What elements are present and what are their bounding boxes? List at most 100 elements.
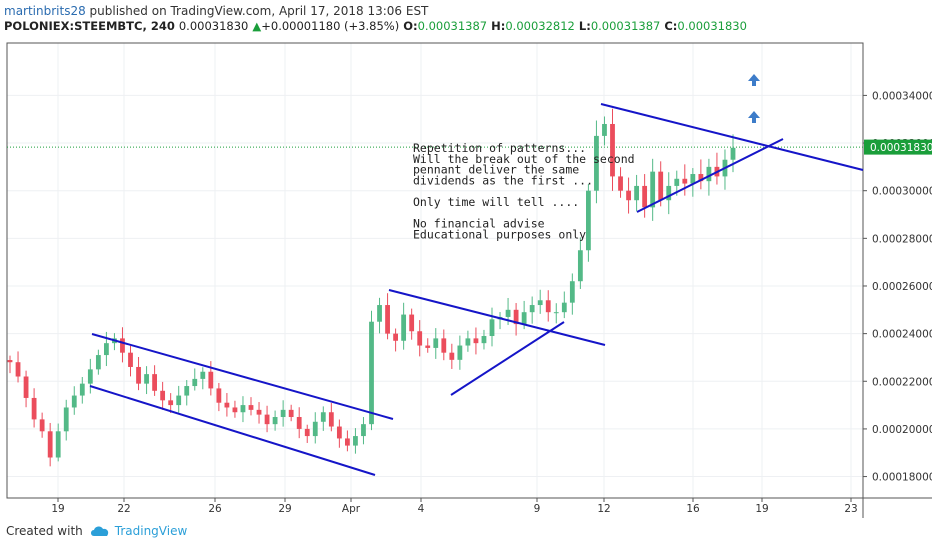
- channel-lower-line[interactable]: [89, 385, 376, 476]
- candle: [200, 367, 206, 390]
- candle: [15, 351, 21, 383]
- footer: Created with TradingView: [6, 524, 187, 538]
- candle: [216, 382, 222, 412]
- price-axis[interactable]: 0.00018000 0.00020000 0.00022000 0.00024000…: [863, 90, 932, 484]
- x-tick-label: 9: [534, 503, 541, 515]
- annotation-line: Will the break out of the second: [413, 152, 635, 166]
- candle: [658, 161, 664, 207]
- candle: [465, 330, 471, 352]
- pennant2-lower-line[interactable]: [636, 138, 784, 213]
- candle-body: [152, 374, 157, 391]
- candle: [497, 312, 503, 330]
- candle-body: [409, 314, 415, 332]
- candle: [449, 343, 455, 369]
- last-price: 0.00031830: [178, 19, 249, 33]
- candle-body: [377, 305, 382, 322]
- y-tick-label: 0.00026000: [872, 281, 932, 293]
- candle: [730, 134, 736, 173]
- channel-upper-line[interactable]: [91, 333, 394, 420]
- candle-body: [224, 402, 230, 408]
- pennant1-lower-line[interactable]: [450, 321, 565, 396]
- candle-body: [730, 147, 736, 160]
- candle-body: [160, 390, 166, 401]
- candle: [594, 120, 599, 204]
- symbol-line: POLONIEX:STEEMBTC, 240 0.00031830 ▲+0.00…: [4, 19, 747, 33]
- pennant1-upper-line[interactable]: [388, 289, 606, 346]
- candle-body: [642, 185, 648, 208]
- candle-body: [95, 355, 101, 370]
- candle-body: [176, 395, 182, 406]
- current-price-tag-label: 0.00031830: [870, 142, 932, 154]
- chart-grid: [7, 43, 863, 498]
- price-chart[interactable]: Repetition of patterns...Will the break …: [0, 38, 932, 522]
- y-tick-label: 0.00022000: [872, 376, 932, 388]
- candle: [144, 366, 149, 395]
- candle: [393, 328, 398, 352]
- candle: [31, 388, 37, 428]
- candle: [312, 412, 318, 444]
- candle: [264, 405, 270, 433]
- publish-line: martinbrits28 published on TradingView.c…: [4, 4, 428, 18]
- candle-body: [47, 431, 53, 458]
- y-tick-label: 0.00024000: [872, 329, 932, 341]
- candle-body: [489, 319, 495, 337]
- candle: [55, 423, 61, 462]
- candle-body: [31, 397, 37, 420]
- annotation-line: Educational purposes only: [413, 227, 586, 241]
- candle-body: [272, 417, 278, 425]
- created-with-label: Created with: [6, 524, 83, 538]
- low-value: 0.00031387: [590, 19, 661, 33]
- candle-body: [433, 338, 439, 348]
- candle-body: [545, 300, 551, 313]
- candle: [120, 327, 125, 363]
- candle: [192, 368, 198, 391]
- candle-body: [658, 171, 664, 201]
- candle-body: [634, 185, 639, 201]
- close-label: C:: [664, 19, 678, 33]
- candle-body: [449, 352, 455, 360]
- author-name[interactable]: martinbrits28: [4, 4, 86, 18]
- annotation-line: Only time will tell ....: [413, 195, 579, 209]
- brand-name: TradingView: [114, 524, 188, 538]
- candle: [529, 296, 535, 324]
- candle: [87, 358, 93, 394]
- symbol-name[interactable]: POLONIEX:STEEMBTC, 240: [4, 19, 175, 33]
- candle-body: [264, 414, 270, 425]
- candle: [248, 397, 254, 416]
- candle-body: [216, 388, 222, 403]
- candle: [666, 172, 672, 215]
- candle-body: [610, 123, 615, 177]
- x-tick-label: Apr: [342, 503, 361, 515]
- candle-body: [128, 352, 133, 367]
- candle: [79, 376, 85, 404]
- time-axis[interactable]: 19 22 26 29 Apr 4 9 12 16 19 23: [51, 498, 858, 515]
- candle-body: [698, 174, 704, 182]
- tradingview-logo[interactable]: TradingView: [89, 524, 188, 538]
- plot-border: [6, 42, 864, 499]
- candle-body: [87, 369, 93, 384]
- candle: [240, 396, 246, 423]
- pennant2-upper-line[interactable]: [600, 103, 864, 171]
- candle-body: [561, 302, 567, 313]
- annotation-line: No financial advise: [413, 217, 545, 231]
- candle: [610, 108, 615, 191]
- candle: [152, 365, 157, 396]
- y-tick-label: 0.00020000: [872, 424, 932, 436]
- candle: [280, 400, 286, 427]
- candle: [706, 158, 712, 196]
- open-label: O:: [403, 19, 418, 33]
- candle: [626, 177, 631, 214]
- candle: [7, 355, 13, 374]
- candle-body: [505, 309, 511, 317]
- candle-body: [79, 383, 85, 396]
- candle: [320, 406, 326, 431]
- candle: [71, 386, 77, 415]
- candle-body: [39, 419, 45, 432]
- candle: [345, 430, 350, 452]
- candle: [63, 399, 69, 441]
- trendlines[interactable]: [89, 103, 864, 476]
- x-tick-label: 19: [51, 503, 64, 515]
- annotation-line: pennant deliver the same: [413, 163, 579, 177]
- candle-body: [144, 374, 149, 384]
- candle: [288, 404, 294, 422]
